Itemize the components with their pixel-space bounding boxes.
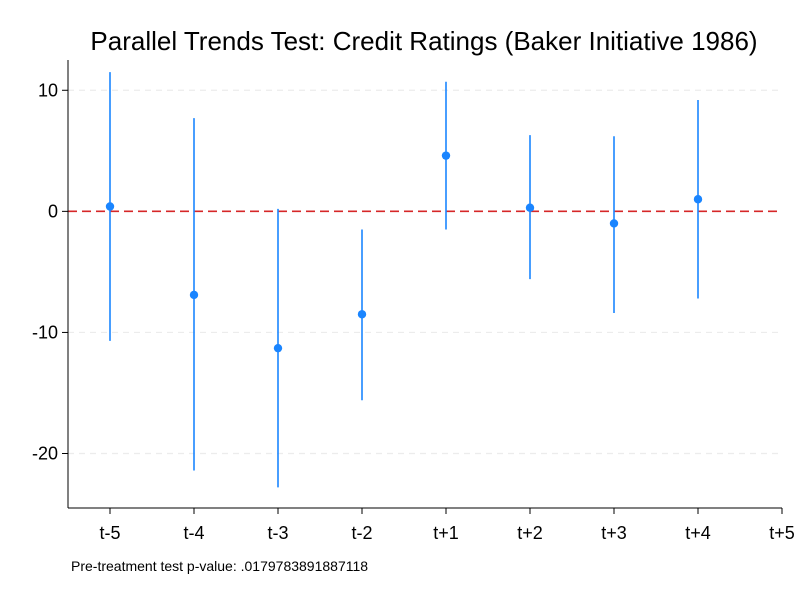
x-tick-label: t+1 (433, 523, 459, 543)
axis-layer: 10 0 -10 -20 t-5 t-4 t-3 t-2 t+1 t+2 t+3 t+4 t+5 (32, 60, 795, 543)
point-estimate-t-5 (105, 202, 115, 211)
x-tick-label: t-4 (183, 523, 204, 543)
x-tick-label: t+3 (601, 523, 627, 543)
point-layer (105, 151, 703, 353)
x-tick-label: t+2 (517, 523, 543, 543)
chart-title: Parallel Trends Test: Credit Ratings (Ba… (90, 26, 757, 56)
point-estimate-t+1 (441, 151, 451, 160)
x-tick-label: t+4 (685, 523, 711, 543)
x-tick-label: t+5 (769, 523, 795, 543)
x-tick-label: t-2 (351, 523, 372, 543)
point-estimate-t+3 (609, 219, 619, 228)
y-tick-label: -20 (32, 444, 58, 464)
p-value-note: Pre-treatment test p-value: .01797838918… (71, 558, 368, 574)
grid-layer (68, 89, 782, 455)
point-estimate-t+2 (525, 203, 535, 212)
y-tick-label: -10 (32, 322, 58, 342)
point-estimate-t-2 (357, 310, 367, 319)
point-estimate-t-4 (189, 290, 199, 300)
y-tick-label: 10 (38, 80, 58, 100)
x-tick-label: t-5 (99, 523, 120, 543)
point-estimate-t+4 (693, 195, 703, 204)
x-tick-label: t-3 (267, 523, 288, 543)
y-tick-label: 0 (48, 201, 58, 221)
point-estimate-t-3 (273, 343, 283, 353)
